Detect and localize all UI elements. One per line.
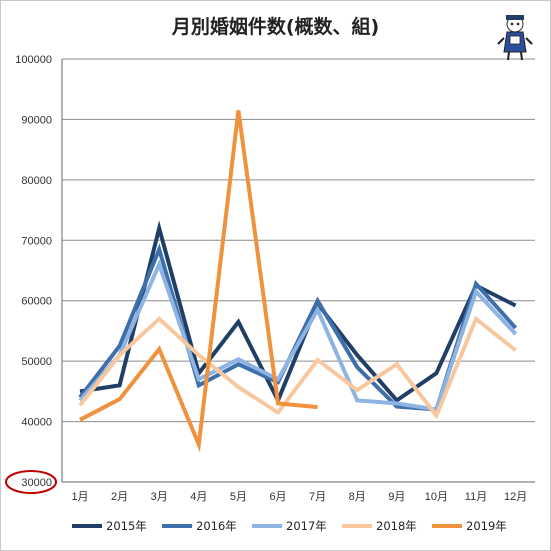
series-line-2015年 <box>79 220 517 406</box>
y-tick-label: 80000 <box>21 175 52 187</box>
legend: 2015年 2016年 2017年 2018年 2019年 <box>72 519 507 533</box>
chart-title: 月別婚姻件数(概数、組) <box>171 16 380 38</box>
highlight-circle <box>5 470 57 494</box>
x-tick-label: 10月 <box>425 491 448 503</box>
y-tick-label: 100000 <box>15 54 52 66</box>
x-tick-label: 2月 <box>111 491 128 503</box>
x-tick-label: 4月 <box>190 491 207 503</box>
x-tick-label: 12月 <box>504 491 527 503</box>
y-tick-label: 60000 <box>21 296 52 308</box>
y-tick-label: 70000 <box>21 235 52 247</box>
axis-layer <box>61 59 535 483</box>
series-line-2017年 <box>78 259 518 412</box>
x-tick-label: 11月 <box>465 491 487 503</box>
x-tick-label: 8月 <box>349 491 366 503</box>
series-layer <box>78 110 518 453</box>
legend-label: 2016年 <box>196 519 237 533</box>
y-tick-label: 90000 <box>21 114 52 126</box>
x-tick-label: 6月 <box>269 491 286 503</box>
mascot-icon <box>497 15 533 61</box>
x-tick-label: 3月 <box>151 491 168 503</box>
y-tick-label: 50000 <box>21 356 52 368</box>
legend-label: 2018年 <box>376 519 417 533</box>
x-tick-label: 7月 <box>309 491 326 503</box>
legend-label: 2019年 <box>466 519 507 533</box>
legend-label: 2015年 <box>106 519 147 533</box>
x-tick-label: 5月 <box>230 491 247 503</box>
legend-label: 2017年 <box>286 519 327 533</box>
y-tick-label: 40000 <box>21 417 52 429</box>
x-tick-label: 1月 <box>71 491 88 503</box>
series-line-2018年 <box>78 315 517 420</box>
label-layer: 30000 40000 50000 60000 70000 80000 90000 10000… <box>5 54 527 503</box>
series-line-2019年 <box>79 110 318 453</box>
grid-layer <box>62 58 535 483</box>
y-tick-label: 30000 <box>21 477 52 489</box>
x-tick-label: 9月 <box>388 491 405 503</box>
